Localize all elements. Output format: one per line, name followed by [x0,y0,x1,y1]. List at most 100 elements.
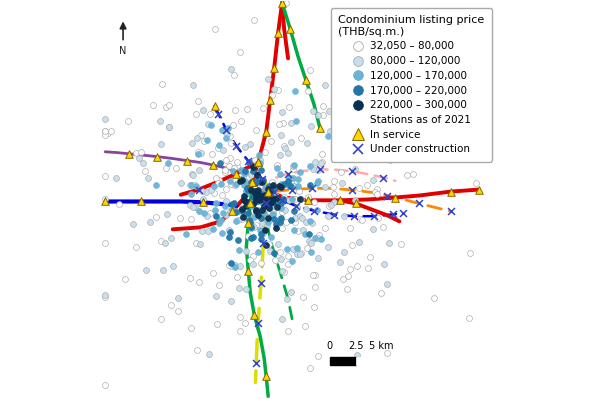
Point [260,196,269,203]
Point [306,240,316,247]
Point [256,215,266,221]
Point [305,365,314,371]
Point [318,103,328,109]
Point [317,236,326,243]
Point [277,0,287,6]
Point [400,113,410,119]
Point [258,229,268,236]
Point [349,213,358,219]
Point [255,160,265,166]
Point [235,262,244,269]
Point [226,263,236,270]
Point [245,199,255,205]
Point [471,180,481,186]
Point [206,122,215,128]
Point [313,353,323,359]
Point [251,194,260,200]
Point [173,295,183,301]
Point [236,118,245,124]
Point [275,249,285,255]
Point [194,208,204,214]
Point [251,127,261,134]
Point [187,191,196,197]
Point [175,215,184,221]
Point [329,211,338,218]
Point [100,132,110,138]
Point [236,209,246,215]
Point [277,196,287,203]
Point [277,215,286,221]
Point [283,150,293,156]
Point [382,350,392,356]
Point [358,217,367,223]
Point [302,219,311,225]
Point [240,176,250,182]
Point [286,120,296,126]
Point [362,182,371,188]
Point [313,167,323,173]
Point [268,185,278,191]
Point [157,238,166,245]
Point [171,165,181,172]
Point [268,209,277,215]
Point [268,201,277,207]
Point [264,203,274,210]
Point [271,195,281,201]
Point [251,207,261,214]
Point [226,65,236,72]
Point [214,220,224,227]
Point [221,186,231,192]
Point [111,175,121,182]
Point [257,199,266,205]
Point [310,234,320,241]
Point [326,202,336,208]
Point [245,257,254,263]
Point [227,205,237,212]
Point [335,154,345,160]
Point [241,188,251,194]
Point [211,200,221,206]
Point [220,169,230,176]
Point [143,175,153,181]
Point [256,260,265,267]
Point [208,162,217,168]
Point [269,188,279,195]
Point [274,120,284,127]
Point [251,194,260,201]
Point [266,196,275,202]
Point [350,197,360,203]
Point [446,208,456,215]
Point [218,127,227,134]
Point [257,195,266,201]
Point [346,225,355,231]
Point [265,194,275,201]
Point [290,227,299,233]
Point [320,82,330,89]
Point [277,316,287,322]
Point [134,155,144,161]
Point [244,199,253,205]
Point [320,225,330,231]
Point [262,129,271,135]
Point [256,280,266,286]
Point [379,174,388,181]
Point [242,106,252,113]
Point [199,138,209,144]
Point [232,218,241,224]
Point [309,304,319,310]
Point [232,162,241,169]
Point [253,207,263,213]
Point [193,347,202,353]
Point [355,215,364,222]
Point [233,237,243,243]
Point [128,220,137,227]
Point [244,187,253,193]
Point [253,320,263,326]
Point [307,249,316,255]
Point [295,196,305,202]
Point [254,152,264,158]
Point [231,181,241,187]
Point [267,179,277,185]
Point [197,188,206,194]
Point [307,123,316,129]
